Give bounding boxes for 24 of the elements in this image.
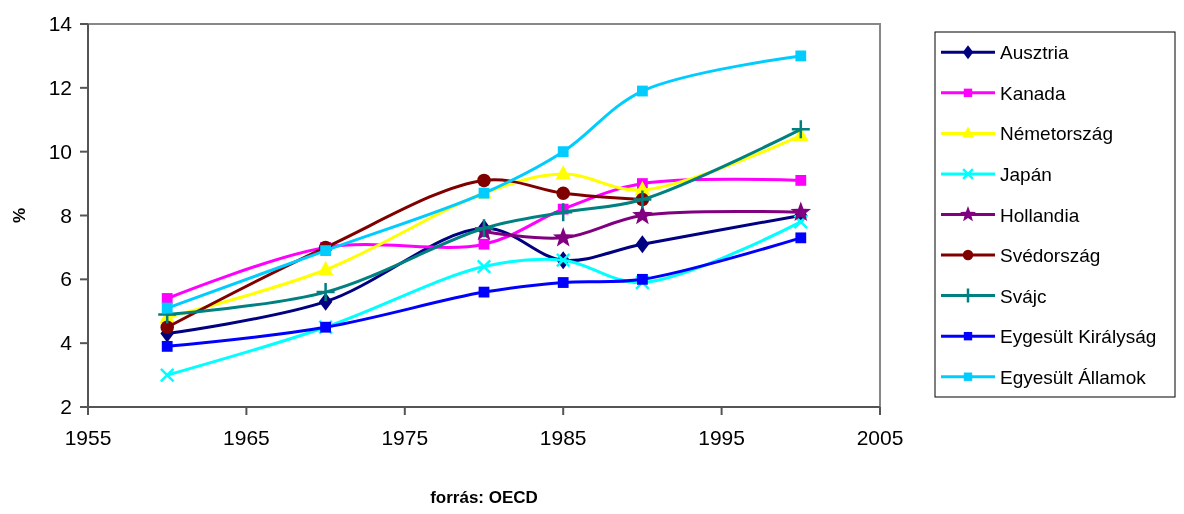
x-tick-label: 2005	[856, 426, 904, 449]
legend-label: Egyesült Államok	[1000, 366, 1147, 388]
x-tick-label: 1985	[539, 426, 587, 449]
legend-label: Ausztria	[1000, 42, 1070, 64]
y-tick-label: 8	[60, 203, 72, 227]
legend-label: Eygesült Királyság	[1000, 326, 1157, 348]
y-tick-label: 4	[60, 331, 73, 355]
y-tick-label: 10	[48, 139, 72, 163]
y-tick-label: 14	[48, 12, 73, 35]
x-tick-label: 1995	[698, 426, 745, 449]
x-tick-label: 1975	[381, 426, 429, 449]
legend-label: Németország	[1000, 123, 1113, 145]
legend-label: Svájc	[1000, 285, 1047, 307]
legend-label: Hollandia	[1000, 204, 1080, 226]
y-axis-title: %	[10, 207, 29, 224]
x-tick-label: 1965	[223, 426, 270, 449]
y-tick-label: 2	[60, 395, 72, 418]
legend-label: Svédország	[1000, 245, 1101, 267]
y-tick-label: 6	[60, 267, 72, 291]
y-tick-label: 12	[48, 75, 72, 99]
legend-label: Japán	[1000, 163, 1052, 185]
x-tick-label: 1955	[64, 426, 112, 449]
text: forrás: OECD	[430, 488, 538, 507]
legend-label: Kanada	[1000, 82, 1066, 104]
